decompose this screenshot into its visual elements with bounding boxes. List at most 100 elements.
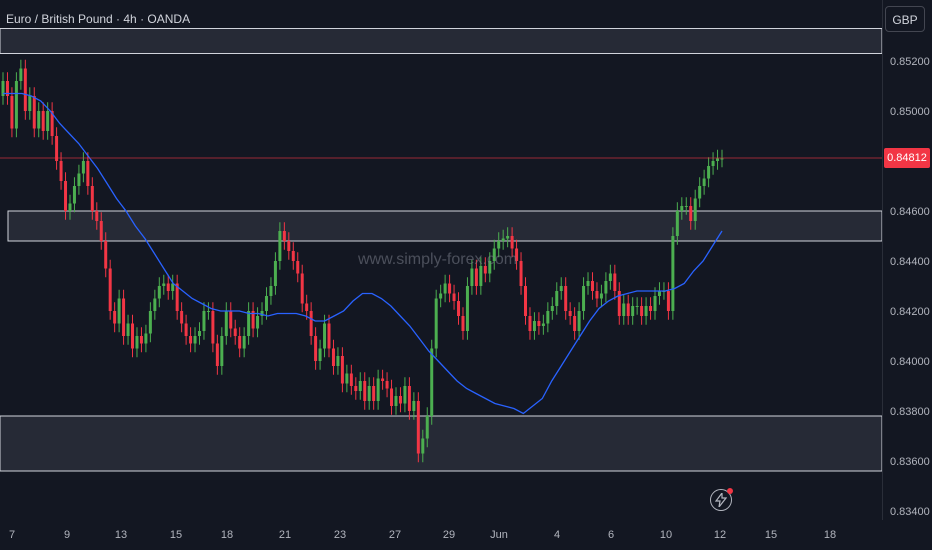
currency-button[interactable]: GBP xyxy=(885,6,925,32)
y-tick-label: 0.83800 xyxy=(890,406,930,418)
candle-body xyxy=(117,298,121,324)
candle-body xyxy=(193,336,197,344)
candle-body xyxy=(90,186,94,211)
candle-body xyxy=(622,303,626,316)
candle-body xyxy=(707,166,711,179)
candle-body xyxy=(506,236,510,239)
candle-body xyxy=(372,386,376,401)
x-tick-label: 29 xyxy=(443,529,455,541)
candle-body xyxy=(144,333,148,344)
candle-body xyxy=(702,178,706,186)
candle-body xyxy=(421,438,425,454)
candle-body xyxy=(318,348,322,361)
candle-body xyxy=(595,291,599,299)
candle-body xyxy=(59,161,63,181)
candle-body xyxy=(287,241,291,251)
candle-body xyxy=(537,321,541,326)
moving-average-line xyxy=(3,92,723,415)
candle-body xyxy=(684,206,688,207)
candle-body xyxy=(309,311,313,336)
candle-body xyxy=(273,261,277,286)
candle-body xyxy=(1,81,5,96)
candle-body xyxy=(95,211,99,221)
candle-body xyxy=(381,378,385,381)
candle-body xyxy=(385,381,389,389)
x-tick-label: 13 xyxy=(115,529,127,541)
candle-body xyxy=(452,293,456,301)
candle-body xyxy=(640,306,644,316)
candle-body xyxy=(693,198,697,221)
candle-body xyxy=(524,286,528,316)
candle-body xyxy=(264,296,268,311)
candle-body xyxy=(64,181,68,211)
candle-body xyxy=(72,186,76,204)
x-tick-label: 6 xyxy=(608,529,614,541)
candle-body xyxy=(166,283,170,291)
candle-body xyxy=(349,373,353,386)
candle-body xyxy=(439,293,443,299)
candle-body xyxy=(28,96,32,111)
y-tick-label: 0.83400 xyxy=(890,506,930,518)
candle-body xyxy=(470,268,474,286)
x-tick-label: 7 xyxy=(9,529,15,541)
lightning-icon[interactable] xyxy=(710,488,733,511)
candle-body xyxy=(398,396,402,404)
candle-body xyxy=(108,268,112,311)
candle-body xyxy=(323,323,327,349)
candle-body xyxy=(291,251,295,261)
candle-body xyxy=(608,273,612,281)
candle-body xyxy=(376,378,380,401)
candle-body xyxy=(510,236,514,249)
candle-body xyxy=(671,236,675,311)
candle-body xyxy=(403,386,407,404)
candle-body xyxy=(546,311,550,324)
candle-body xyxy=(550,306,554,311)
candle-body xyxy=(233,328,237,336)
candle-body xyxy=(483,266,487,274)
candle-body xyxy=(238,336,242,349)
candle-body xyxy=(689,206,693,221)
candle-body xyxy=(457,301,461,316)
y-tick-label: 0.85200 xyxy=(890,56,930,68)
candle-body xyxy=(211,311,215,344)
candle-body xyxy=(180,311,184,324)
candle-body xyxy=(206,311,210,312)
y-tick-label: 0.84600 xyxy=(890,206,930,218)
candle-body xyxy=(327,323,331,349)
candle-body xyxy=(430,348,434,416)
candle-body xyxy=(599,293,603,299)
candle-body xyxy=(631,306,635,316)
candle-body xyxy=(653,296,657,311)
y-tick-label: 0.84400 xyxy=(890,256,930,268)
candle-body xyxy=(345,373,349,384)
candle-body xyxy=(99,221,103,241)
candle-body xyxy=(296,261,300,274)
candle-body xyxy=(497,241,501,249)
candle-body xyxy=(50,111,54,136)
candle-body xyxy=(416,401,420,454)
candle-body xyxy=(425,416,429,439)
chart-title: Euro / British Pound · 4h · OANDA xyxy=(6,12,191,26)
candle-body xyxy=(434,298,438,349)
candle-body xyxy=(314,336,318,361)
candle-body xyxy=(635,306,639,307)
candle-body xyxy=(189,336,193,344)
candle-body xyxy=(501,238,505,241)
candle-body xyxy=(247,311,251,336)
candle-body xyxy=(528,316,532,331)
x-tick-label: 18 xyxy=(221,529,233,541)
candle-body xyxy=(613,273,617,291)
x-tick-label: 15 xyxy=(170,529,182,541)
zone-1 xyxy=(7,210,883,242)
candle-body xyxy=(278,231,282,261)
y-tick-label: 0.83600 xyxy=(890,456,930,468)
candle-body xyxy=(184,323,188,336)
candle-body xyxy=(363,381,367,401)
candle-body xyxy=(23,68,27,111)
candle-body xyxy=(81,161,85,174)
candle-body xyxy=(305,303,309,311)
y-tick-label: 0.84000 xyxy=(890,356,930,368)
candle-body xyxy=(14,81,18,129)
candle-body xyxy=(657,291,661,296)
